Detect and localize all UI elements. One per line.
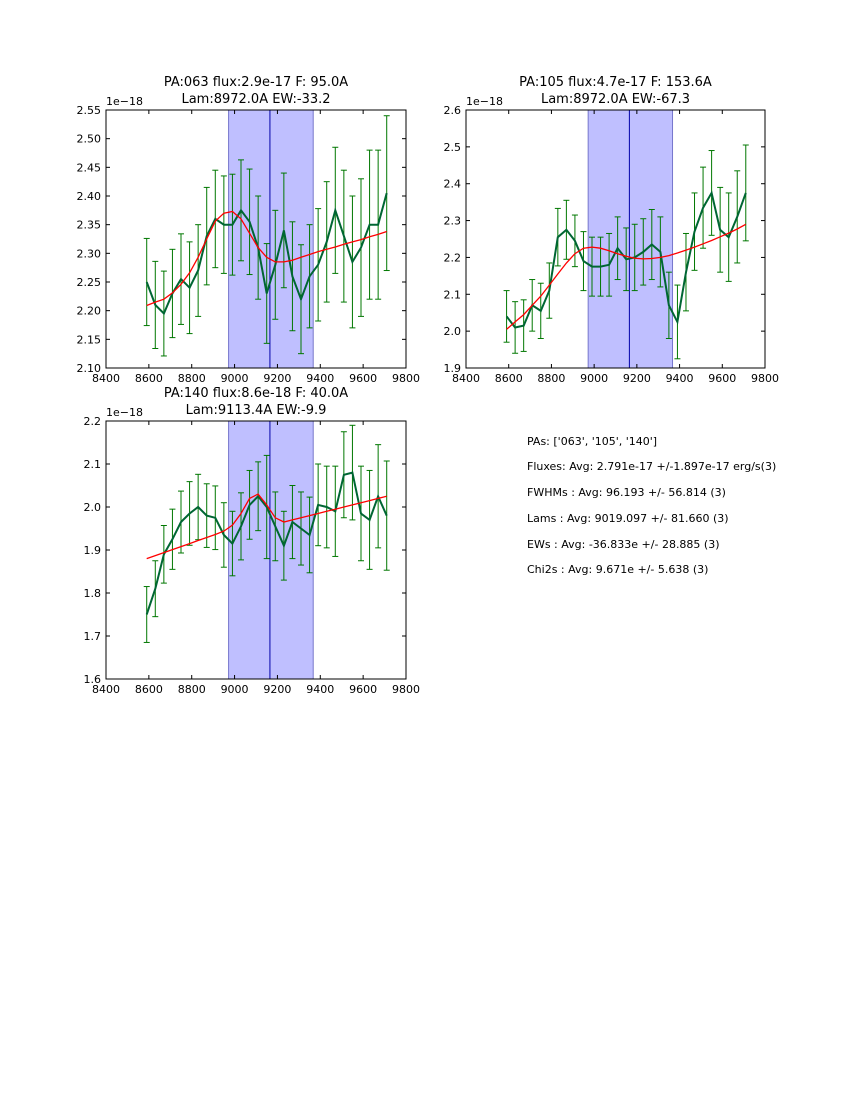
x-tick-label: 8400 — [452, 372, 480, 385]
y-tick-label: 2.1 — [444, 288, 462, 301]
y-offset-label: 1e−18 — [106, 406, 143, 419]
series-data-line — [505, 190, 747, 329]
panel-pa105: 8400 8600 8800 9000 9200 9400 9600 9800 1.9 2.0 2.… — [444, 75, 780, 385]
line-window-band — [587, 109, 674, 369]
panel-pa063: 8400 8600 8800 9000 9200 9400 9600 9800 2.10 2.15… — [77, 75, 421, 385]
y-tick-label: 2.25 — [77, 276, 102, 289]
x-tick-label: 8600 — [135, 372, 163, 385]
series-fit-line — [506, 223, 747, 330]
series-fit-line — [146, 493, 387, 560]
x-tick-label: 8600 — [495, 372, 523, 385]
axes-frame — [465, 109, 766, 369]
x-tick-label: 9400 — [666, 372, 694, 385]
chart-title: PA:140 flux:8.6e-18 F: 40.0A — [164, 386, 348, 401]
x-tick-label: 9000 — [221, 372, 249, 385]
y-tick-label: 2.35 — [77, 219, 102, 232]
series-fit-line — [146, 210, 387, 307]
y-tick-label: 2.15 — [77, 333, 102, 346]
y-offset-label: 1e−18 — [466, 95, 503, 108]
x-tick-label: 9800 — [392, 683, 420, 696]
y-tick-label: 2.6 — [444, 104, 462, 117]
y-tick-label: 2.20 — [77, 305, 102, 318]
y-tick-label: 2.4 — [444, 178, 462, 191]
chart-subtitle: Lam:9113.4A EW:-9.9 — [186, 403, 327, 418]
x-tick-label: 9600 — [708, 372, 736, 385]
x-tick-label: 9000 — [580, 372, 608, 385]
x-tick-label: 9600 — [349, 683, 377, 696]
chart-title: PA:063 flux:2.9e-17 F: 95.0A — [164, 75, 348, 90]
y-tick-label: 2.50 — [77, 133, 102, 146]
y-tick-label: 2.2 — [84, 415, 102, 428]
summary-fwhms: FWHMs : Avg: 96.193 +/- 56.814 (3) — [527, 486, 726, 499]
x-tick-label: 8600 — [135, 683, 163, 696]
x-tick-label: 9800 — [392, 372, 420, 385]
y-tick-label: 2.5 — [444, 141, 462, 154]
x-tick-label: 8800 — [178, 372, 206, 385]
x-tick-label: 9000 — [221, 683, 249, 696]
y-tick-label: 2.2 — [444, 251, 462, 264]
x-tick-label: 8800 — [178, 683, 206, 696]
x-tick-label: 9400 — [306, 372, 334, 385]
summary-fluxes: Fluxes: Avg: 2.791e-17 +/-1.897e-17 erg/… — [527, 460, 776, 473]
x-tick-label: 9200 — [263, 372, 291, 385]
panel-pa140: 8400 8600 8800 9000 9200 9400 9600 9800 1.6 1.7 1.… — [84, 386, 421, 696]
y-tick-label: 2.40 — [77, 190, 102, 203]
y-tick-label: 2.3 — [444, 215, 462, 228]
x-tick-label: 8400 — [92, 372, 120, 385]
x-tick-label: 9800 — [751, 372, 779, 385]
summary-pas: PAs: ['063', '105', '140'] — [527, 435, 657, 448]
y-tick-label: 2.0 — [444, 325, 462, 338]
summary-chi2s: Chi2s : Avg: 9.671e +/- 5.638 (3) — [527, 563, 708, 576]
y-tick-label: 2.0 — [84, 501, 102, 514]
chart-subtitle: Lam:8972.0A EW:-33.2 — [181, 92, 330, 107]
series-data-line — [145, 471, 388, 615]
y-tick-label: 2.30 — [77, 247, 102, 260]
summary-lams: Lams : Avg: 9019.097 +/- 81.660 (3) — [527, 512, 729, 525]
series-data-line — [145, 192, 388, 316]
y-tick-label: 2.45 — [77, 161, 102, 174]
chart-subtitle: Lam:8972.0A EW:-67.3 — [541, 92, 690, 107]
x-tick-label: 9600 — [349, 372, 377, 385]
axes-frame — [105, 109, 407, 369]
x-tick-label: 8400 — [92, 683, 120, 696]
x-tick-label: 9200 — [623, 372, 651, 385]
y-tick-label: 1.9 — [444, 362, 462, 375]
x-tick-label: 9400 — [306, 683, 334, 696]
y-tick-label: 1.8 — [84, 587, 102, 600]
y-offset-label: 1e−18 — [106, 95, 143, 108]
summary-text-block: PAs: ['063', '105', '140'] Fluxes: Avg: … — [527, 435, 776, 576]
summary-ews: EWs : Avg: -36.833e +/- 28.885 (3) — [527, 538, 720, 551]
y-tick-label: 1.7 — [84, 630, 102, 643]
y-tick-label: 1.6 — [84, 673, 102, 686]
y-tick-label: 2.10 — [77, 362, 102, 375]
y-tick-label: 2.55 — [77, 104, 102, 117]
y-tick-label: 2.1 — [84, 458, 102, 471]
line-window-band — [228, 420, 314, 680]
chart-title: PA:105 flux:4.7e-17 F: 153.6A — [519, 75, 712, 90]
y-tick-label: 1.9 — [84, 544, 102, 557]
x-tick-label: 9200 — [263, 683, 291, 696]
x-tick-label: 8800 — [537, 372, 565, 385]
